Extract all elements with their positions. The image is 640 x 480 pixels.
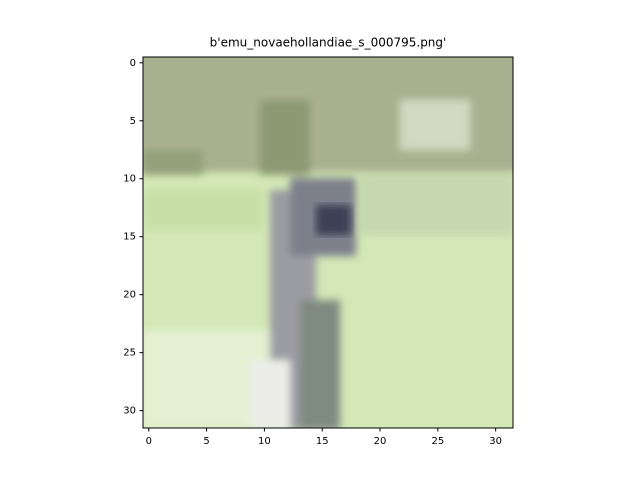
y-tick-label: 20	[123, 290, 136, 301]
x-tick-label: 5	[203, 436, 209, 447]
y-tick-label: 25	[123, 348, 136, 359]
image	[143, 57, 513, 428]
y-tick-label: 30	[123, 406, 136, 417]
x-tick-label: 0	[146, 436, 152, 447]
chart-title: b'emu_novaehollandiae_s_000795.png'	[210, 36, 447, 50]
x-tick-label: 15	[316, 436, 329, 447]
x-tick-label: 30	[489, 436, 502, 447]
y-tick-label: 15	[123, 232, 136, 243]
y-tick-label: 0	[130, 58, 136, 69]
x-tick-label: 10	[258, 436, 271, 447]
y-tick-label: 10	[123, 174, 136, 185]
x-tick-label: 20	[374, 436, 387, 447]
axes-frame	[142, 56, 514, 429]
y-tick-label: 5	[130, 116, 136, 127]
x-tick-label: 25	[431, 436, 444, 447]
